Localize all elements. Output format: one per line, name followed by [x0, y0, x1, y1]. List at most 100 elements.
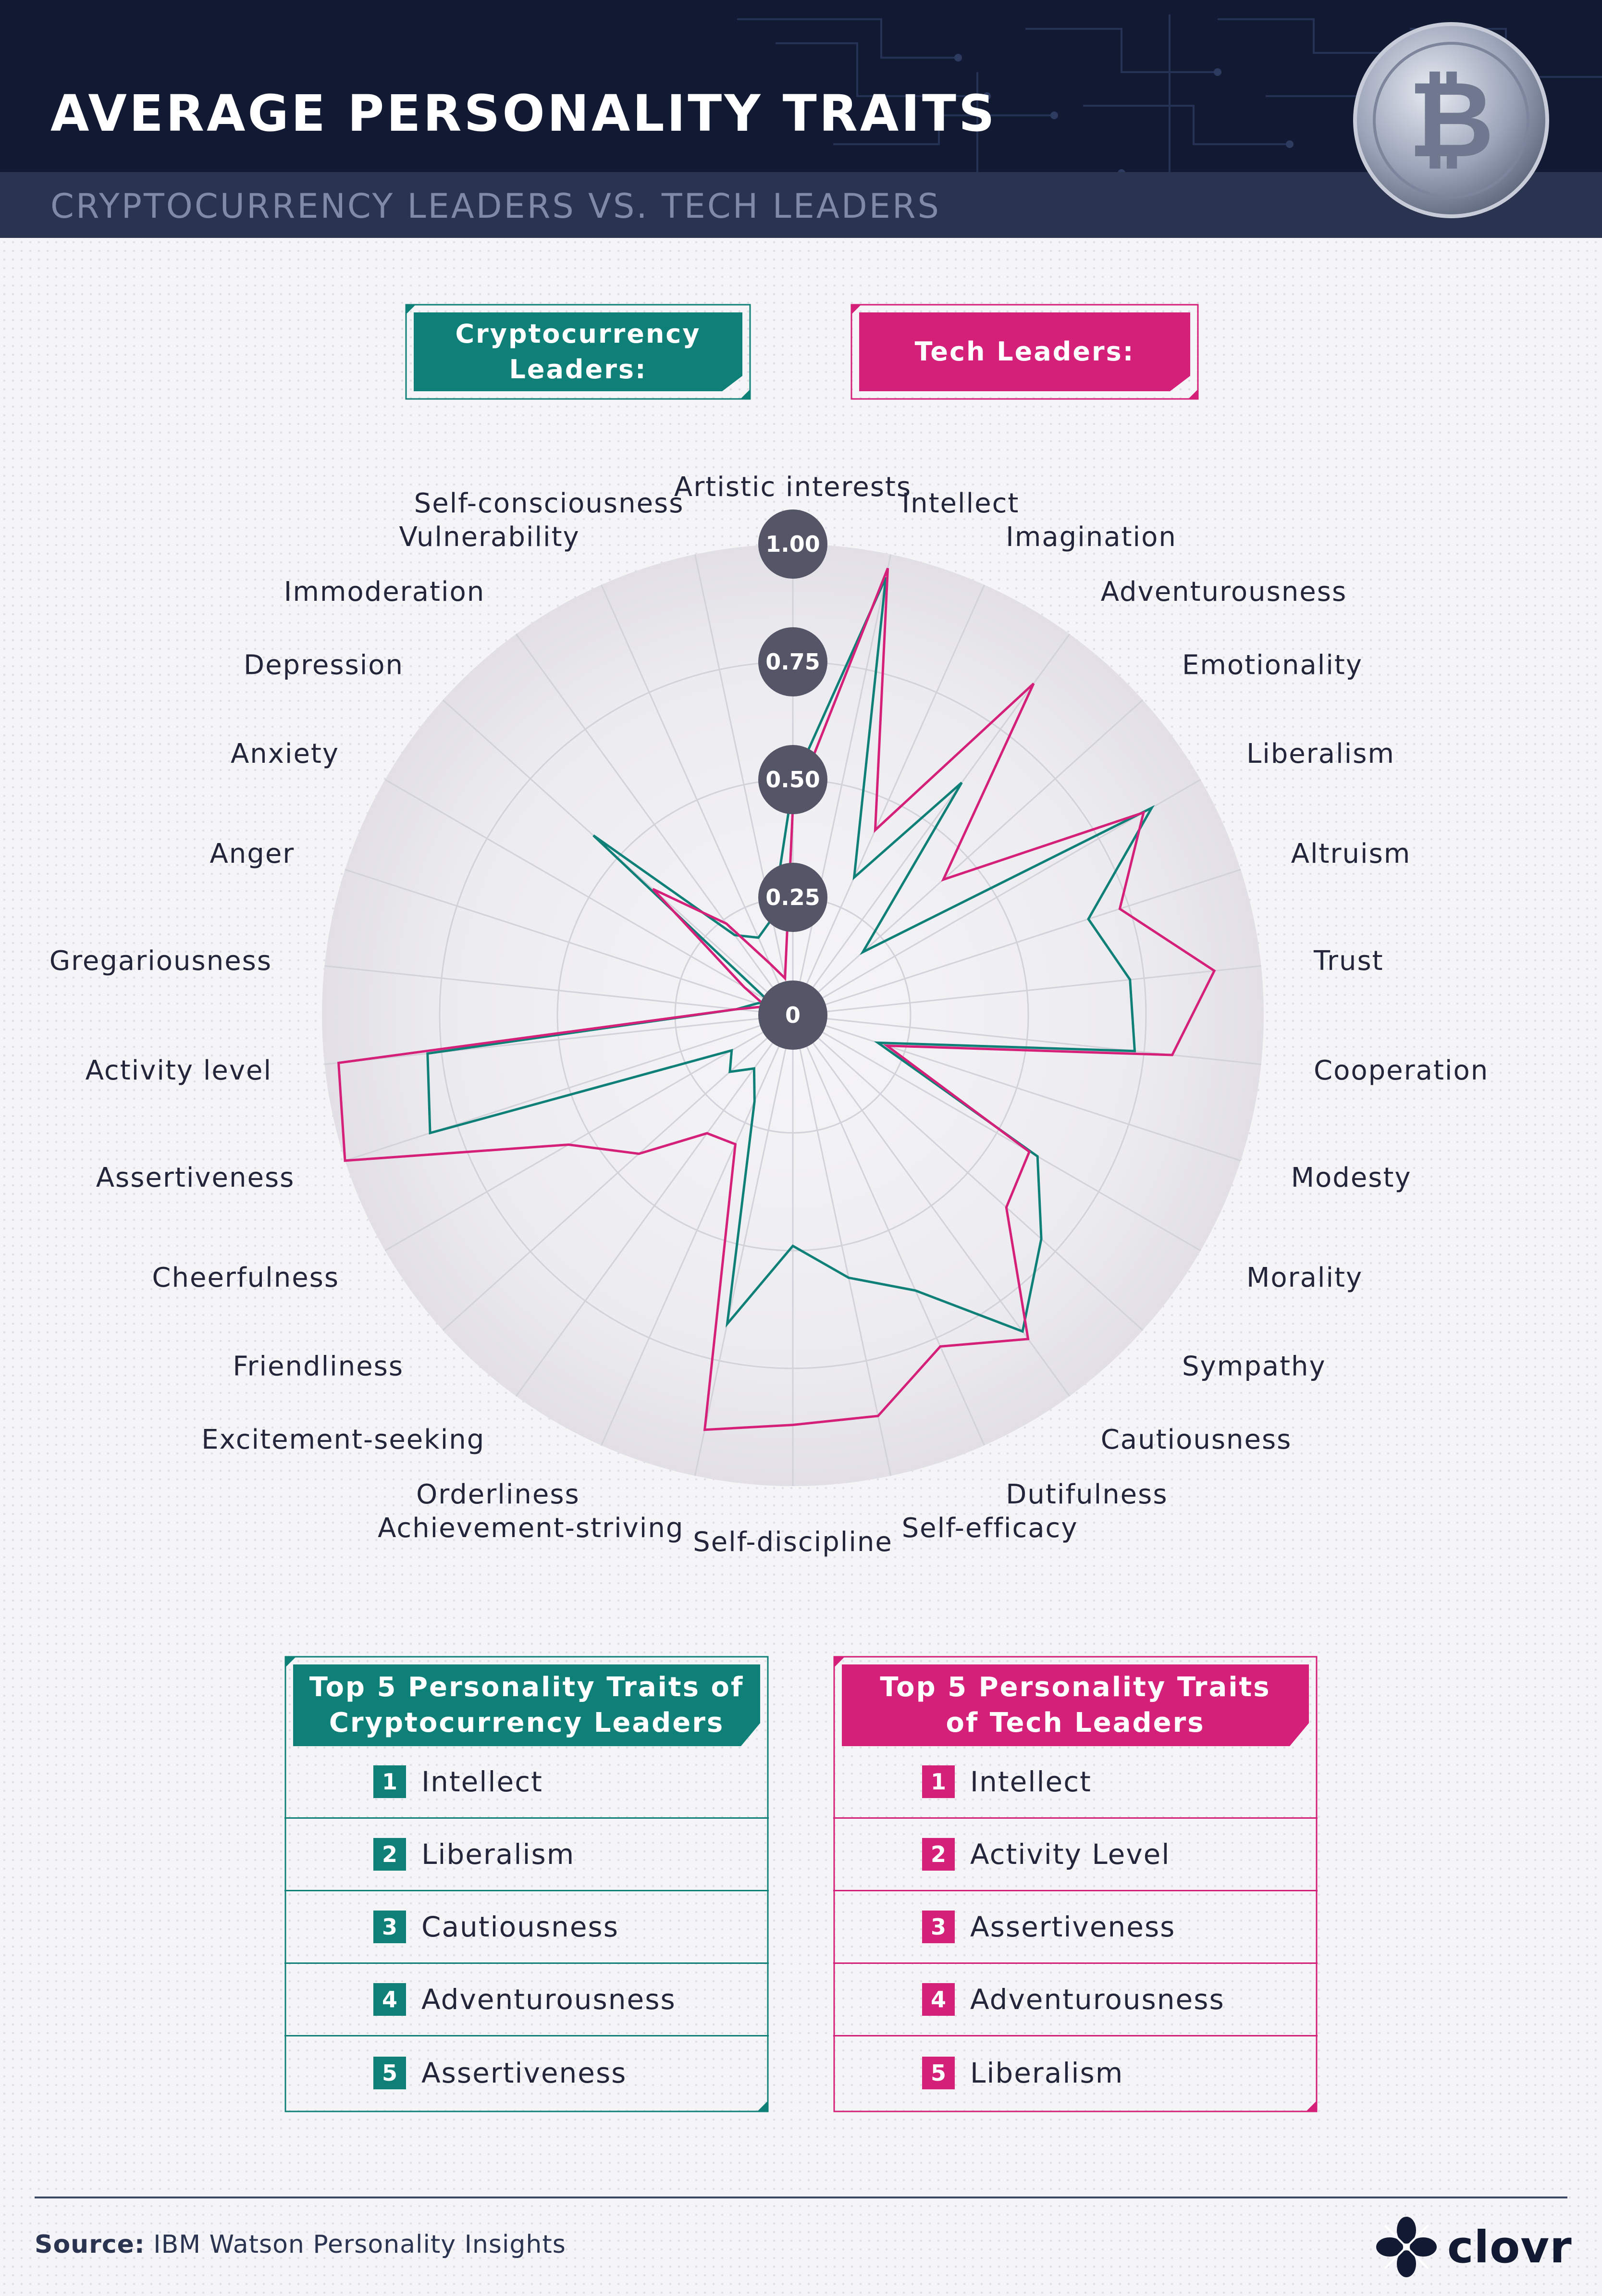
trait-name: Adventurousness — [421, 1983, 676, 2016]
trait-name: Liberalism — [421, 1838, 575, 1871]
rank-badge: 1 — [922, 1765, 955, 1798]
axis-label: Self-consciousness — [414, 488, 684, 519]
bitcoin-coin-icon: ₿ — [1353, 22, 1549, 218]
rank-badge: 5 — [373, 2056, 406, 2089]
brand-name: clovr — [1447, 2221, 1572, 2273]
page-title: AVERAGE PERSONALITY TRAITS — [50, 84, 997, 143]
legend-tech-label: Tech Leaders: — [914, 336, 1135, 367]
legend-tech: Tech Leaders: — [850, 304, 1199, 400]
tick-label: 1.00 — [765, 531, 820, 557]
grid-spoke — [792, 1015, 985, 1446]
grid-spoke — [345, 869, 793, 1016]
source-note: Source: IBM Watson Personality Insights — [35, 2230, 566, 2259]
grid-spoke — [792, 633, 1071, 1016]
axis-label: Cautiousness — [1101, 1424, 1292, 1455]
rank-badge: 1 — [373, 1765, 406, 1798]
trait-name: Assertiveness — [421, 2056, 627, 2089]
tick-label: 0.50 — [765, 767, 820, 793]
axis-label: Self-discipline — [693, 1527, 893, 1558]
grid-spoke — [792, 869, 1241, 1016]
axis-label: Friendliness — [233, 1351, 404, 1382]
top5-crypto-title: Top 5 Personality Traits of Cryptocurren… — [309, 1672, 744, 1738]
grid-spoke — [694, 1015, 794, 1476]
table-row: 4 Adventurousness — [833, 1964, 1318, 2036]
grid-spoke — [601, 1015, 794, 1446]
rank-badge: 5 — [922, 2056, 955, 2089]
axis-label: Assertiveness — [96, 1162, 295, 1193]
tick-badge — [758, 745, 827, 814]
table-row: 5 Liberalism — [833, 2036, 1318, 2109]
grid-spoke — [515, 633, 794, 1016]
table-row: 1 Intellect — [833, 1746, 1318, 1819]
clovr-logo-icon — [1376, 2217, 1437, 2277]
radar-chart: 0 0.25 0.50 0.75 1.00 Artistic interestsInte… — [49, 472, 1489, 1558]
tick-label: 0 — [785, 1002, 801, 1028]
grid-spoke — [792, 779, 1201, 1016]
legend-crypto: Cryptocurrency Leaders: — [405, 304, 751, 400]
tick-badge — [758, 509, 827, 579]
axis-label: Dutifulness — [1006, 1479, 1168, 1510]
trait-name: Cautiousness — [421, 1911, 619, 1943]
axis-label: Cheerfulness — [152, 1262, 339, 1293]
rank-badge: 2 — [373, 1838, 406, 1871]
trait-name: Liberalism — [970, 2056, 1124, 2089]
top5-tech-table: Top 5 Personality Traits of Tech Leaders… — [833, 1656, 1318, 2112]
rank-badge: 3 — [373, 1911, 406, 1943]
tick-label: 0.75 — [765, 649, 820, 675]
table-row: 1 Intellect — [284, 1746, 769, 1819]
header-banner: AVERAGE PERSONALITY TRAITS CRYPTOCURRENC… — [0, 0, 1602, 238]
grid-spoke — [792, 1014, 1201, 1252]
source-text: IBM Watson Personality Insights — [153, 2230, 566, 2259]
brand-logo: clovr — [1375, 2216, 1572, 2278]
grid-spoke — [792, 584, 985, 1016]
rank-badge: 4 — [922, 1983, 955, 2016]
axis-label: Modesty — [1291, 1162, 1412, 1193]
grid-spoke — [694, 554, 794, 1016]
axis-label: Activity level — [86, 1055, 272, 1086]
grid-spoke — [792, 554, 892, 1016]
tick-label: 0.25 — [765, 884, 820, 910]
axis-label: Vulnerability — [399, 521, 580, 553]
grid-spoke — [792, 1015, 892, 1476]
page-subtitle: CRYPTOCURRENCY LEADERS VS. TECH LEADERS — [50, 186, 941, 226]
axis-label: Gregariousness — [49, 945, 272, 977]
axis-label: Trust — [1313, 945, 1384, 977]
trait-name: Adventurousness — [970, 1983, 1225, 2016]
grid-spoke — [792, 1014, 1261, 1065]
svg-text:₿: ₿ — [1408, 58, 1494, 181]
axis-label: Sympathy — [1182, 1351, 1326, 1382]
axis-label: Altruism — [1291, 838, 1411, 869]
grid-spoke — [345, 1014, 793, 1162]
top5-tech-title: Top 5 Personality Traits of Tech Leaders — [880, 1672, 1271, 1738]
axis-label: Cooperation — [1314, 1055, 1489, 1086]
subtitle-bar — [0, 172, 1602, 238]
grid-spoke — [324, 965, 793, 1016]
rank-badge: 2 — [922, 1838, 955, 1871]
rank-badge: 4 — [373, 1983, 406, 2016]
trait-name: Intellect — [421, 1765, 543, 1798]
axis-label: Liberalism — [1246, 738, 1395, 769]
source-label: Source: — [35, 2230, 145, 2259]
axis-label: Excitement-seeking — [201, 1424, 485, 1455]
legend-crypto-label: Cryptocurrency Leaders: — [455, 319, 701, 385]
series-line-tech — [337, 568, 1216, 1431]
axis-label: Anxiety — [231, 738, 339, 769]
grid-spoke — [792, 1014, 1241, 1162]
trait-name: Intellect — [970, 1765, 1092, 1798]
axis-label: Adventurousness — [1101, 576, 1347, 608]
tick-badge — [758, 627, 827, 696]
rank-badge: 3 — [922, 1911, 955, 1943]
grid-spoke — [792, 1014, 1144, 1331]
grid-spoke — [792, 699, 1144, 1016]
axis-label: Intellect — [902, 488, 1020, 519]
table-row: 3 Cautiousness — [284, 1891, 769, 1964]
axis-label: Self-efficacy — [902, 1513, 1078, 1544]
axis-label: Emotionality — [1182, 650, 1363, 681]
axis-label: Imagination — [1006, 521, 1177, 553]
axis-label: Anger — [209, 838, 295, 869]
grid-spoke — [384, 779, 793, 1016]
axis-label: Morality — [1246, 1262, 1363, 1293]
grid-spoke — [601, 584, 794, 1016]
grid-spoke — [384, 1014, 793, 1252]
